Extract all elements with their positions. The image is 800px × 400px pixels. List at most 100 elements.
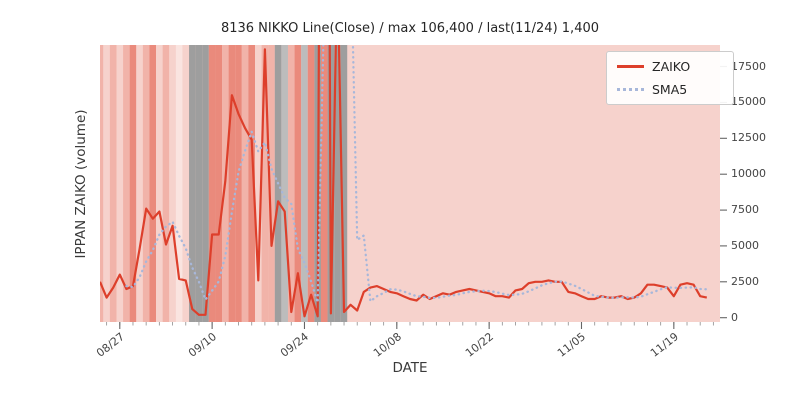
background-band: [248, 45, 255, 322]
background-band: [380, 45, 387, 322]
legend: ZAIKO SMA5: [606, 51, 734, 105]
background-band: [485, 45, 493, 322]
background-band: [637, 45, 645, 322]
background-band: [169, 45, 176, 322]
background-band: [241, 45, 249, 322]
background-band: [294, 45, 302, 322]
background-band: [103, 45, 110, 322]
background-band: [281, 45, 288, 322]
background-band: [644, 45, 651, 322]
background-band: [100, 45, 104, 322]
background-band: [611, 45, 618, 322]
background-band: [696, 45, 704, 322]
background-band: [617, 45, 625, 322]
background-band: [228, 45, 236, 322]
background-band: [532, 45, 539, 322]
background-band: [235, 45, 242, 322]
x-axis-label: DATE: [392, 360, 428, 376]
legend-entry-zaiko: ZAIKO: [617, 59, 723, 74]
background-band: [597, 45, 605, 322]
background-band: [307, 45, 315, 322]
y-axis-label: IPPAN ZAIKO (volume): [73, 109, 89, 259]
background-band: [518, 45, 526, 322]
background-band: [406, 45, 414, 322]
background-band: [182, 45, 190, 322]
background-band: [136, 45, 143, 322]
background-band: [419, 45, 427, 322]
background-band: [710, 45, 717, 322]
background-band: [525, 45, 533, 322]
background-band: [578, 45, 585, 322]
background-band: [446, 45, 453, 322]
background-band: [255, 45, 262, 322]
legend-label-sma5: SMA5: [652, 82, 688, 97]
background-band: [386, 45, 394, 322]
background-band: [433, 45, 440, 322]
background-band: [202, 45, 209, 322]
background-band: [657, 45, 664, 322]
background-band: [558, 45, 565, 322]
legend-entry-sma5: SMA5: [617, 82, 723, 97]
background-band: [492, 45, 500, 322]
background-band: [472, 45, 480, 322]
background-band: [334, 45, 341, 322]
background-band: [340, 45, 348, 322]
background-band: [505, 45, 513, 322]
background-band: [499, 45, 506, 322]
background-band: [129, 45, 137, 322]
background-band: [393, 45, 401, 322]
background-band: [459, 45, 467, 322]
background-band: [650, 45, 658, 322]
background-band: [452, 45, 460, 322]
background-band: [604, 45, 612, 322]
background-band: [109, 45, 117, 322]
background-band: [189, 45, 196, 322]
background-band: [690, 45, 697, 322]
background-band: [116, 45, 124, 322]
background-band: [716, 45, 720, 322]
zaiko-line: [100, 45, 708, 318]
background-band: [538, 45, 546, 322]
background-band: [156, 45, 163, 322]
background-band: [439, 45, 447, 322]
background-band: [413, 45, 420, 322]
background-band: [683, 45, 691, 322]
background-band: [287, 45, 295, 322]
background-band: [677, 45, 684, 322]
background-band: [584, 45, 592, 322]
background-band: [663, 45, 671, 322]
background-band: [373, 45, 381, 322]
background-band: [591, 45, 598, 322]
background-band: [353, 45, 361, 322]
background-band: [215, 45, 223, 322]
background-band: [551, 45, 559, 322]
background-band: [195, 45, 203, 322]
background-band: [123, 45, 130, 322]
background-band: [545, 45, 552, 322]
background-band: [320, 45, 328, 322]
chart-title: 8136 NIKKO Line(Close) / max 106,400 / l…: [220, 21, 600, 36]
background-band: [367, 45, 374, 322]
background-band: [624, 45, 631, 322]
background-band: [703, 45, 711, 322]
background-band: [565, 45, 572, 322]
background-band: [426, 45, 434, 322]
background-band: [571, 45, 579, 322]
background-band: [360, 45, 368, 322]
background-band: [301, 45, 308, 322]
zaiko-line-sample: [617, 65, 644, 68]
background-band: [208, 45, 216, 322]
background-band: [175, 45, 183, 322]
background-band: [268, 45, 275, 322]
sma5-line-sample: [617, 88, 644, 91]
background-band: [466, 45, 473, 322]
background-band: [261, 45, 269, 322]
background-band: [630, 45, 638, 322]
background-band: [479, 45, 486, 322]
background-band: [400, 45, 407, 322]
background-band: [512, 45, 519, 322]
background-band: [347, 45, 354, 322]
background-band: [162, 45, 170, 322]
background-band: [670, 45, 678, 322]
